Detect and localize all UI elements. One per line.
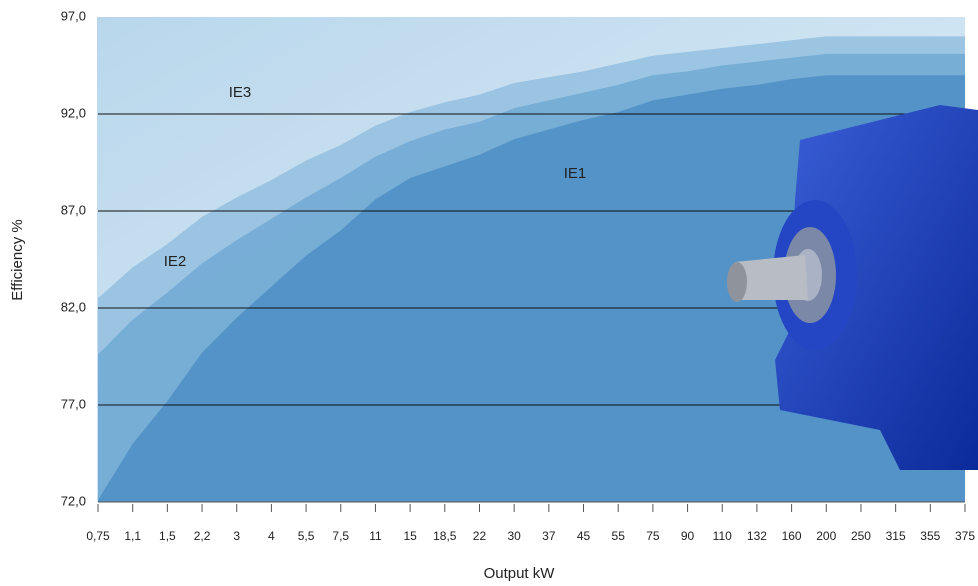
x-tick-label: 3 — [233, 529, 240, 543]
y-tick-label: 97,0 — [61, 8, 86, 23]
x-tick-label: 0,75 — [86, 529, 110, 543]
x-tick-label: 2,2 — [194, 529, 211, 543]
x-tick-label: 90 — [681, 529, 695, 543]
x-tick-label: 315 — [886, 529, 906, 543]
y-tick-label: 92,0 — [61, 105, 86, 120]
y-tick-label: 72,0 — [61, 493, 86, 508]
x-tick-label: 75 — [646, 529, 660, 543]
y-tick-label: 77,0 — [61, 396, 86, 411]
x-tick-label: 110 — [713, 529, 732, 543]
x-tick-label: 7,5 — [332, 529, 349, 543]
x-tick-label: 132 — [747, 529, 767, 543]
x-tick-label: 250 — [851, 529, 871, 543]
x-tick-label: 37 — [542, 529, 556, 543]
motor-illustration — [727, 105, 978, 470]
x-tick-label: 30 — [507, 529, 521, 543]
x-tick-label: 160 — [782, 529, 802, 543]
y-axis-label: Efficiency % — [9, 219, 26, 300]
x-tick-label: 200 — [816, 529, 836, 543]
x-tick-label: 1,1 — [124, 529, 141, 543]
x-tick-label: 45 — [577, 529, 591, 543]
y-tick-label: 87,0 — [61, 202, 86, 217]
series-label: IE2 — [164, 253, 187, 270]
x-tick-label: 18,5 — [433, 529, 457, 543]
x-tick-label: 4 — [268, 529, 275, 543]
x-tick-label: 55 — [612, 529, 626, 543]
y-tick-label: 82,0 — [61, 299, 86, 314]
x-tick-label: 355 — [920, 529, 940, 543]
x-axis-label: Output kW — [484, 565, 556, 582]
series-label: IE1 — [564, 165, 587, 182]
x-tick-label: 22 — [473, 529, 487, 543]
x-tick-label: 375 — [955, 529, 975, 543]
x-tick-label: 5,5 — [298, 529, 315, 543]
x-tick-label: 1,5 — [159, 529, 176, 543]
area — [98, 75, 965, 502]
x-tick-label: 15 — [403, 529, 417, 543]
series-label: IE3 — [229, 84, 252, 101]
x-tick-label: 11 — [369, 529, 382, 543]
